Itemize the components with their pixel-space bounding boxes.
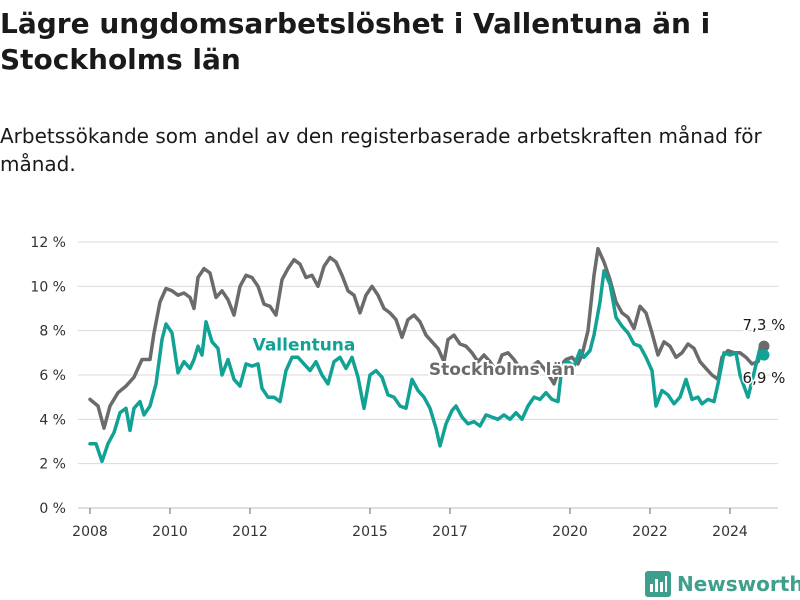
y-tick-label: 4 %	[39, 412, 66, 428]
x-tick-label: 2017	[432, 524, 468, 540]
end-value-label: 6,9 %	[743, 369, 786, 387]
y-tick-label: 12 %	[30, 235, 66, 251]
y-tick-label: 0 %	[39, 501, 66, 517]
brand-name: Newsworthy	[677, 572, 800, 596]
x-tick-label: 2020	[552, 524, 588, 540]
end-value-label: 7,3 %	[743, 316, 786, 334]
bar-chart-logo-icon	[645, 571, 671, 597]
brand-logo: Newsworthy	[645, 570, 800, 598]
y-tick-label: 6 %	[39, 368, 66, 384]
series-name-label: Vallentuna	[253, 336, 356, 356]
x-tick-label: 2010	[152, 524, 188, 540]
y-tick-label: 8 %	[39, 324, 66, 340]
series-line-vallentuna	[88, 269, 766, 464]
chart-subtitle: Arbetssökande som andel av den registerb…	[0, 124, 762, 176]
x-tick-label: 2012	[232, 524, 268, 540]
y-tick-label: 2 %	[39, 457, 66, 473]
end-point-stockholms-l-n	[758, 340, 770, 352]
series-line-stockholms-l-n	[88, 246, 766, 430]
x-tick-label: 2024	[712, 524, 748, 540]
series-name-label: Stockholms län	[429, 360, 575, 380]
x-tick-label: 2015	[352, 524, 388, 540]
x-tick-label: 2022	[632, 524, 668, 540]
x-tick-label: 2008	[72, 524, 108, 540]
y-tick-label: 10 %	[30, 279, 66, 295]
end-point-vallentuna	[758, 349, 770, 361]
chart-title: Lägre ungdomsarbetslöshet i Vallentuna ä…	[0, 7, 711, 76]
